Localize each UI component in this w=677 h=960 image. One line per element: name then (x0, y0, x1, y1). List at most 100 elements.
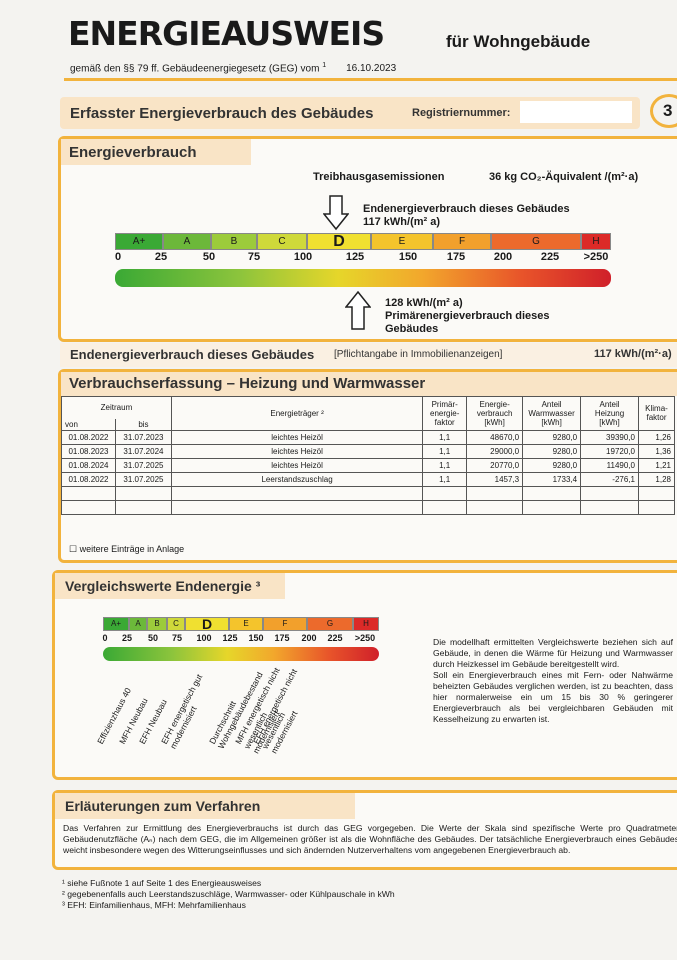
scale-tick: 175 (446, 251, 466, 263)
column-header: Anteil Warmwasser [kWh] (522, 396, 582, 431)
table-cell: 9280,0 (522, 443, 582, 459)
table-cell: 1733,4 (522, 471, 582, 487)
table-cell: 9280,0 (522, 457, 582, 473)
table-heading: Verbrauchserfassung – Heizung und Warmwa… (61, 372, 677, 396)
column-header: Anteil Heizung [kWh] (580, 396, 639, 431)
scale-tick: 50 (147, 633, 159, 643)
scale-tick: >250 (354, 633, 376, 643)
empty-cell (580, 499, 639, 515)
empty-cell (637, 485, 676, 501)
arrow-down (323, 195, 349, 231)
empty-cell (637, 499, 676, 515)
column-header: bis (114, 418, 172, 431)
scale-tick: 125 (345, 251, 365, 263)
empty-cell (522, 485, 582, 501)
table-row: 01.08.2023 31.07.2024 leichtes Heizöl 1,1 29… (61, 443, 676, 459)
table-cell: 1,36 (637, 443, 676, 459)
table-cell: 1,1 (422, 457, 468, 473)
empty-cell (170, 499, 424, 515)
primary-energy-value: 128 kWh/(m² a) (385, 297, 463, 309)
ghg-label: Treibhausgasemissionen (313, 171, 445, 183)
empty-row (61, 485, 676, 501)
table-row: 01.08.2022 31.07.2025 Leerstandszuschlag 1,… (61, 471, 676, 487)
energy-class: E (229, 617, 263, 631)
empty-row (61, 499, 676, 515)
empty-cell (61, 485, 116, 501)
scale-tick: 150 (398, 251, 418, 263)
table-cell: 1457,3 (466, 471, 524, 487)
date: 16.10.2023 (346, 63, 397, 75)
explanation-text: Das Verfahren zur Ermittlung des Energie… (63, 823, 677, 855)
energy-class: G (491, 233, 581, 250)
column-header: Energieträger ² (170, 396, 424, 431)
scale-tick: 150 (248, 633, 264, 643)
arrow-up (345, 291, 371, 330)
table-cell: 31.07.2025 (114, 471, 172, 487)
final-energy-marker: Endenergieverbrauch dieses Gebäudes 117 k… (363, 203, 593, 229)
section-bar: Erfasster Energieverbrauch des Gebäudes … (60, 97, 640, 129)
energy-class: B (147, 617, 167, 631)
energy-class: F (263, 617, 307, 631)
table-cell: 1,1 (422, 429, 468, 445)
scale-tick: 75 (171, 633, 183, 643)
table-cell: 01.08.2022 (61, 429, 116, 445)
scale-tick: 0 (102, 633, 108, 643)
empty-cell (422, 499, 468, 515)
final-energy-row: Endenergieverbrauch dieses Gebäudes [Pfl… (60, 343, 677, 367)
scale-gradient (115, 269, 611, 287)
scale-tick: 125 (222, 633, 238, 643)
final-row-value: 117 kWh/(m²·a) (594, 348, 672, 360)
empty-cell (422, 485, 468, 501)
title: ENERGIEAUSWEIS (68, 14, 385, 53)
table-cell: 1,26 (637, 429, 676, 445)
consumption-heading: Energieverbrauch (61, 139, 251, 165)
page-number: 3 (650, 94, 677, 128)
table-cell: 20770,0 (466, 457, 524, 473)
final-row-label: Endenergieverbrauch dieses Gebäudes (70, 347, 315, 362)
table-cell: 19720,0 (580, 443, 639, 459)
table-note-text: weitere Einträge in Anlage (79, 544, 185, 554)
consumption-box: Energieverbrauch Treibhausgasemissionen … (58, 136, 677, 342)
empty-cell (61, 499, 116, 515)
empty-cell (466, 485, 524, 501)
comparison-description: Die modellhaft ermittelten Vergleichswer… (433, 637, 673, 725)
registration-label: Registriernummer: (412, 107, 511, 119)
energy-class: A+ (115, 233, 163, 250)
energy-class: G (307, 617, 353, 631)
energy-class: E (371, 233, 433, 250)
table-row: 01.08.2024 31.07.2025 leichtes Heizöl 1,1 20… (61, 457, 676, 473)
table-cell: 31.07.2023 (114, 429, 172, 445)
column-header: von (61, 418, 116, 431)
section-title: Erfasster Energieverbrauch des Gebäudes (70, 105, 374, 122)
table-cell: 1,28 (637, 471, 676, 487)
empty-cell (580, 485, 639, 501)
footnotes: ¹ siehe Fußnote 1 auf Seite 1 des Energi… (62, 878, 395, 911)
scale-tick: 25 (154, 251, 168, 263)
scale-tick: 100 (196, 633, 212, 643)
consumption-table: Zeitraum Energieträger ² Primär-energie-fa… (61, 396, 676, 515)
table-cell: Leerstandszuschlag (170, 471, 424, 487)
scale-tick: >250 (583, 251, 609, 263)
column-header: Primär-energie-faktor (422, 396, 468, 431)
scale-tick: 200 (493, 251, 513, 263)
comparison-box: Vergleichswerte Endenergie ³ A+ A B C D E F G H 0… (52, 570, 677, 780)
table-note: ☐ weitere Einträge in Anlage (69, 544, 185, 554)
energy-class: A (163, 233, 211, 250)
scale-tick: 225 (327, 633, 343, 643)
energy-class: C (257, 233, 307, 250)
explanation-box: Erläuterungen zum Verfahren Das Verfahre… (52, 790, 677, 870)
empty-cell (114, 499, 172, 515)
energy-class: A (129, 617, 147, 631)
energy-class: H (581, 233, 611, 250)
column-header: Klima-faktor (637, 396, 676, 431)
final-row-note: [Pflichtangabe in Immobilienanzeigen] (334, 349, 503, 360)
table-row: 01.08.2022 31.07.2023 leichtes Heizöl 1,1 48… (61, 429, 676, 445)
column-header: Energie-verbrauch [kWh] (466, 396, 524, 431)
scale-tick: 225 (540, 251, 560, 263)
subtitle: für Wohngebäude (446, 32, 591, 51)
footnote: ² gegebenenfalls auch Leerstandszuschläg… (62, 889, 395, 899)
scale-tick: 175 (274, 633, 290, 643)
empty-cell (114, 485, 172, 501)
footnote: ³ EFH: Einfamilienhaus, MFH: Mehrfamilie… (62, 900, 246, 910)
description-paragraph: Soll ein Energieverbrauch eines mit Fern… (433, 670, 673, 724)
